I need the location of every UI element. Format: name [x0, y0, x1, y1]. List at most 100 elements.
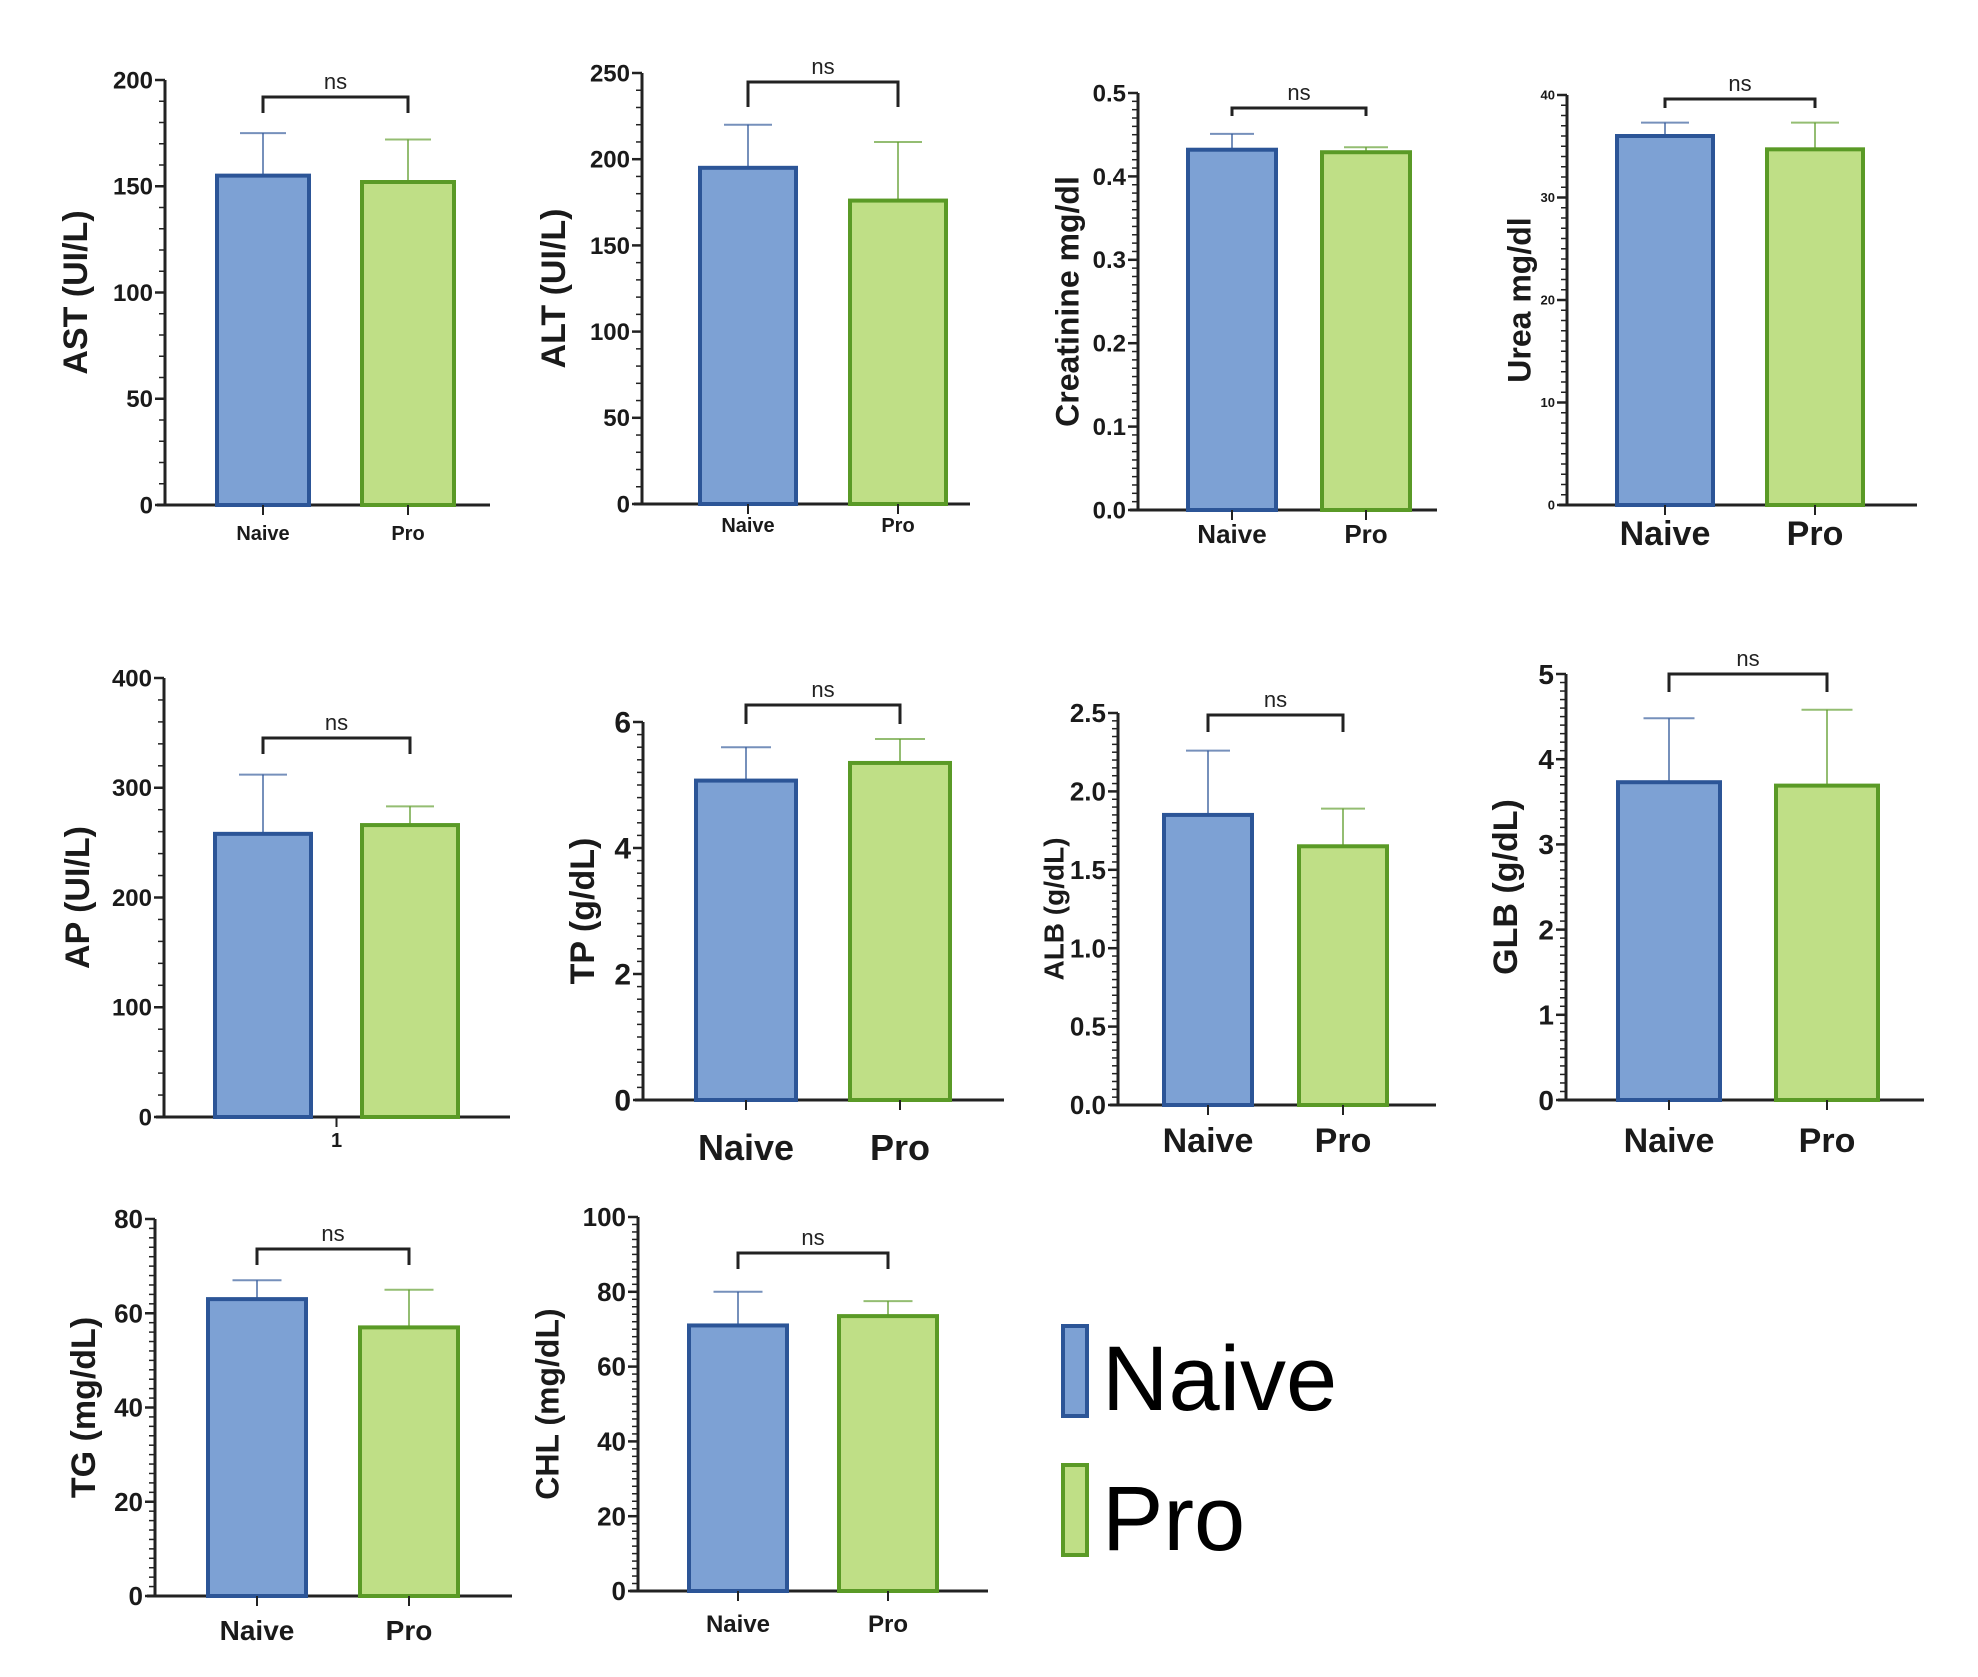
y-axis-label: ALB (g/dL) [1038, 837, 1069, 980]
y-axis-label: GLB (g/dL) [1487, 799, 1525, 975]
significance-label: ns [801, 1225, 824, 1250]
significance-bracket [1206, 713, 1345, 732]
y-tick-label: 40 [597, 1427, 626, 1457]
y-tick-label: 0 [140, 492, 153, 519]
y-tick-label: 20 [1541, 293, 1555, 308]
significance-bracket [1667, 672, 1829, 692]
y-tick-label: 0 [617, 491, 630, 518]
chart-panel: 0.0 0.1 0.2 0.3 0.4 0.5 Creatinine mg/dl Naive P… [1049, 80, 1437, 549]
y-tick-label: 0 [139, 1104, 152, 1131]
x-tick-label: Pro [1315, 1122, 1372, 1160]
chart-panel: 0 20 40 60 80 TG (mg/dL) Naive Pro ns [65, 1204, 512, 1646]
pro-bar [1774, 783, 1880, 1102]
pro-bar [1765, 147, 1865, 507]
naive-bar [1186, 147, 1278, 512]
y-tick-label: 0.0 [1070, 1090, 1106, 1120]
x-tick-label: Pro [1799, 1122, 1856, 1160]
y-tick-label: 10 [1541, 395, 1555, 410]
significance-bracket [744, 703, 902, 724]
y-tick-label: 40 [1541, 88, 1555, 103]
y-tick-label: 0.5 [1093, 80, 1126, 107]
y-tick-label: 0 [129, 1581, 143, 1611]
x-tick-label: Pro [881, 515, 914, 537]
y-tick-label: 2 [1538, 914, 1554, 945]
pro-bar [848, 198, 948, 507]
significance-label: ns [321, 1221, 344, 1246]
pro-bar [360, 823, 460, 1119]
y-tick-label: 300 [112, 775, 152, 802]
naive-bar [1616, 780, 1722, 1102]
significance-bracket [1230, 106, 1368, 116]
y-tick-label: 400 [112, 665, 152, 692]
y-axis-label: TP (g/dL) [564, 838, 602, 985]
y-tick-label: 0.1 [1093, 414, 1126, 441]
y-tick-label: 1.0 [1070, 933, 1106, 963]
legend-label-naive: Naive [1102, 1328, 1337, 1430]
x-tick-label: Naive [220, 1615, 295, 1646]
significance-bracket [1663, 97, 1817, 108]
y-tick-label: 0.5 [1070, 1012, 1106, 1042]
significance-bracket [736, 1251, 890, 1269]
y-tick-label: 200 [112, 885, 152, 912]
y-tick-label: 80 [114, 1204, 143, 1234]
x-tick-label: Naive [1624, 1122, 1715, 1160]
significance-label: ns [324, 69, 347, 94]
y-tick-label: 1 [1538, 1000, 1554, 1031]
naive-bar [687, 1323, 789, 1593]
y-tick-label: 0.4 [1093, 164, 1127, 191]
y-tick-label: 4 [614, 833, 631, 866]
y-tick-label: 6 [614, 707, 631, 740]
significance-bracket [255, 1247, 411, 1265]
x-tick-label: Naive [1620, 515, 1711, 553]
y-tick-label: 0.0 [1093, 497, 1126, 524]
significance-label: ns [1287, 80, 1310, 105]
y-tick-label: 20 [597, 1501, 626, 1531]
naive-bar [694, 778, 798, 1103]
significance-bracket [261, 736, 412, 754]
y-axis-label: TG (mg/dL) [65, 1317, 103, 1498]
y-tick-label: 100 [112, 995, 152, 1022]
y-axis-label: ALT (UI/L) [535, 209, 573, 369]
x-tick-label: Pro [386, 1615, 433, 1646]
significance-label: ns [1264, 687, 1287, 712]
naive-bar [206, 1297, 308, 1599]
chart-panel: 0 2 4 6 TP (g/dL) Naive Pro ns [564, 677, 1004, 1168]
pro-bar [837, 1314, 939, 1593]
y-tick-label: 50 [126, 386, 153, 413]
y-tick-label: 0.2 [1093, 331, 1126, 358]
legend-swatch-pro [1061, 1463, 1089, 1557]
x-tick-label: Pro [391, 523, 424, 545]
chart-panel: 0 100 200 300 400 AP (UI/L) 1 ns [59, 665, 510, 1152]
y-tick-label: 60 [597, 1352, 626, 1382]
y-axis-label: Urea mg/dl [1501, 217, 1537, 382]
significance-label: ns [811, 677, 834, 702]
y-tick-label: 150 [590, 233, 630, 260]
y-tick-label: 30 [1541, 190, 1555, 205]
x-tick-label: Naive [1197, 519, 1266, 549]
pro-bar [1320, 150, 1412, 513]
x-tick-label: 1 [331, 1130, 342, 1152]
x-tick-label: Naive [236, 523, 289, 545]
y-tick-label: 4 [1538, 744, 1554, 775]
legend: Naive Pro [1061, 1324, 1337, 1570]
x-tick-label: Pro [870, 1127, 930, 1168]
y-tick-label: 5 [1538, 659, 1554, 690]
legend-swatch-naive [1061, 1324, 1089, 1418]
y-tick-label: 2 [614, 959, 631, 992]
y-tick-label: 2.5 [1070, 698, 1106, 728]
y-tick-label: 100 [583, 1202, 626, 1232]
chart-panel: 0 10 20 30 40 Urea mg/dl Naive Pro ns [1501, 71, 1917, 553]
y-tick-label: 200 [590, 147, 630, 174]
y-tick-label: 80 [597, 1277, 626, 1307]
y-tick-label: 100 [590, 319, 630, 346]
y-tick-label: 0 [614, 1085, 631, 1118]
y-tick-label: 150 [113, 174, 153, 201]
significance-label: ns [1736, 646, 1759, 671]
y-tick-label: 3 [1538, 829, 1554, 860]
pro-bar [848, 760, 952, 1102]
y-tick-label: 0 [1548, 498, 1555, 513]
chart-panel: 0 1 2 3 4 5 GLB (g/dL) Naive Pro ns [1487, 646, 1924, 1160]
chart-panel: 0 20 40 60 80 100 CHL (mg/dL) Naive Pro ns [529, 1202, 988, 1638]
x-tick-label: Pro [1787, 515, 1844, 553]
